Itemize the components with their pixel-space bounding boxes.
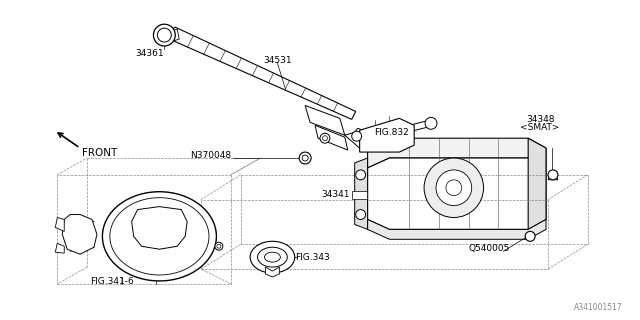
Circle shape <box>548 170 558 180</box>
Text: 34348: 34348 <box>526 116 554 124</box>
Polygon shape <box>397 120 431 134</box>
Text: FIG.341-6: FIG.341-6 <box>90 277 134 286</box>
Polygon shape <box>62 214 97 254</box>
Polygon shape <box>360 118 414 152</box>
Ellipse shape <box>264 252 280 262</box>
Circle shape <box>356 210 365 220</box>
Text: A341001517: A341001517 <box>573 303 622 312</box>
Polygon shape <box>132 207 187 249</box>
Circle shape <box>323 136 328 141</box>
Polygon shape <box>360 128 399 138</box>
Text: 34361: 34361 <box>135 49 164 58</box>
Ellipse shape <box>102 192 216 281</box>
Text: Q540005: Q540005 <box>468 244 510 253</box>
Ellipse shape <box>250 241 295 273</box>
Circle shape <box>154 230 165 242</box>
Polygon shape <box>548 175 558 180</box>
Circle shape <box>154 24 175 46</box>
Polygon shape <box>266 267 279 277</box>
Text: FRONT: FRONT <box>82 148 117 158</box>
Polygon shape <box>55 218 64 231</box>
Circle shape <box>446 180 461 196</box>
Polygon shape <box>352 191 367 199</box>
Polygon shape <box>355 158 367 229</box>
Polygon shape <box>305 106 345 135</box>
Circle shape <box>302 155 308 161</box>
Polygon shape <box>172 29 179 41</box>
Text: <SMAT>: <SMAT> <box>520 123 560 132</box>
Circle shape <box>147 224 172 248</box>
Circle shape <box>424 158 484 218</box>
Circle shape <box>436 170 472 206</box>
Polygon shape <box>345 132 369 148</box>
Polygon shape <box>367 220 546 239</box>
Circle shape <box>217 244 221 248</box>
Circle shape <box>320 133 330 143</box>
Circle shape <box>352 131 362 141</box>
Text: 34531: 34531 <box>264 56 292 65</box>
Polygon shape <box>315 125 348 150</box>
Polygon shape <box>55 243 64 253</box>
Polygon shape <box>367 158 546 229</box>
Circle shape <box>425 117 437 129</box>
Circle shape <box>299 152 311 164</box>
Text: FIG.343: FIG.343 <box>295 253 330 262</box>
Polygon shape <box>170 27 356 119</box>
Text: N370048: N370048 <box>189 150 231 160</box>
Ellipse shape <box>257 247 287 267</box>
Text: FIG.832: FIG.832 <box>374 128 409 137</box>
Circle shape <box>525 231 535 241</box>
Text: 34341: 34341 <box>321 190 349 199</box>
Polygon shape <box>367 138 546 168</box>
Circle shape <box>157 28 172 42</box>
Ellipse shape <box>110 198 209 275</box>
Circle shape <box>215 242 223 250</box>
Polygon shape <box>528 138 546 229</box>
Circle shape <box>356 170 365 180</box>
Polygon shape <box>355 128 380 140</box>
